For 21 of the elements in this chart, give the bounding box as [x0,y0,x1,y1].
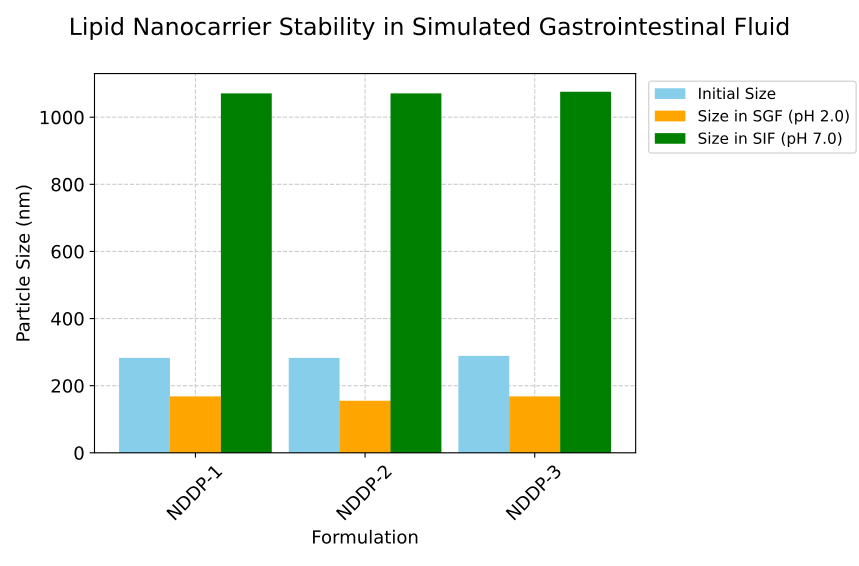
x-axis-title: Formulation [313,530,418,544]
chart-title: Lipid Nanocarrier Stability in Simulated Gastrointestinal Fluid [71,16,788,40]
y-axis-title: Particle Size (nm) [16,186,32,341]
bar [119,358,170,453]
bar [560,92,612,453]
y-tick-label: 1000 [40,110,84,124]
y-tick-label: 800 [52,178,84,192]
bar [288,358,340,453]
bar [340,400,391,453]
bar [170,396,221,453]
y-tick-label: 200 [52,379,84,393]
bar [220,93,272,453]
bar [458,356,510,453]
bar [509,396,560,453]
legend-label: Size in SIF (pH 7.0) [698,132,842,147]
y-tick-label: 0 [74,446,84,460]
y-tick-label: 600 [52,244,84,259]
legend-label: Initial Size [699,87,776,100]
y-tick-label: 400 [51,312,84,326]
bar [390,93,442,453]
legend-label: Size in SGF (pH 2.0) [698,110,849,125]
